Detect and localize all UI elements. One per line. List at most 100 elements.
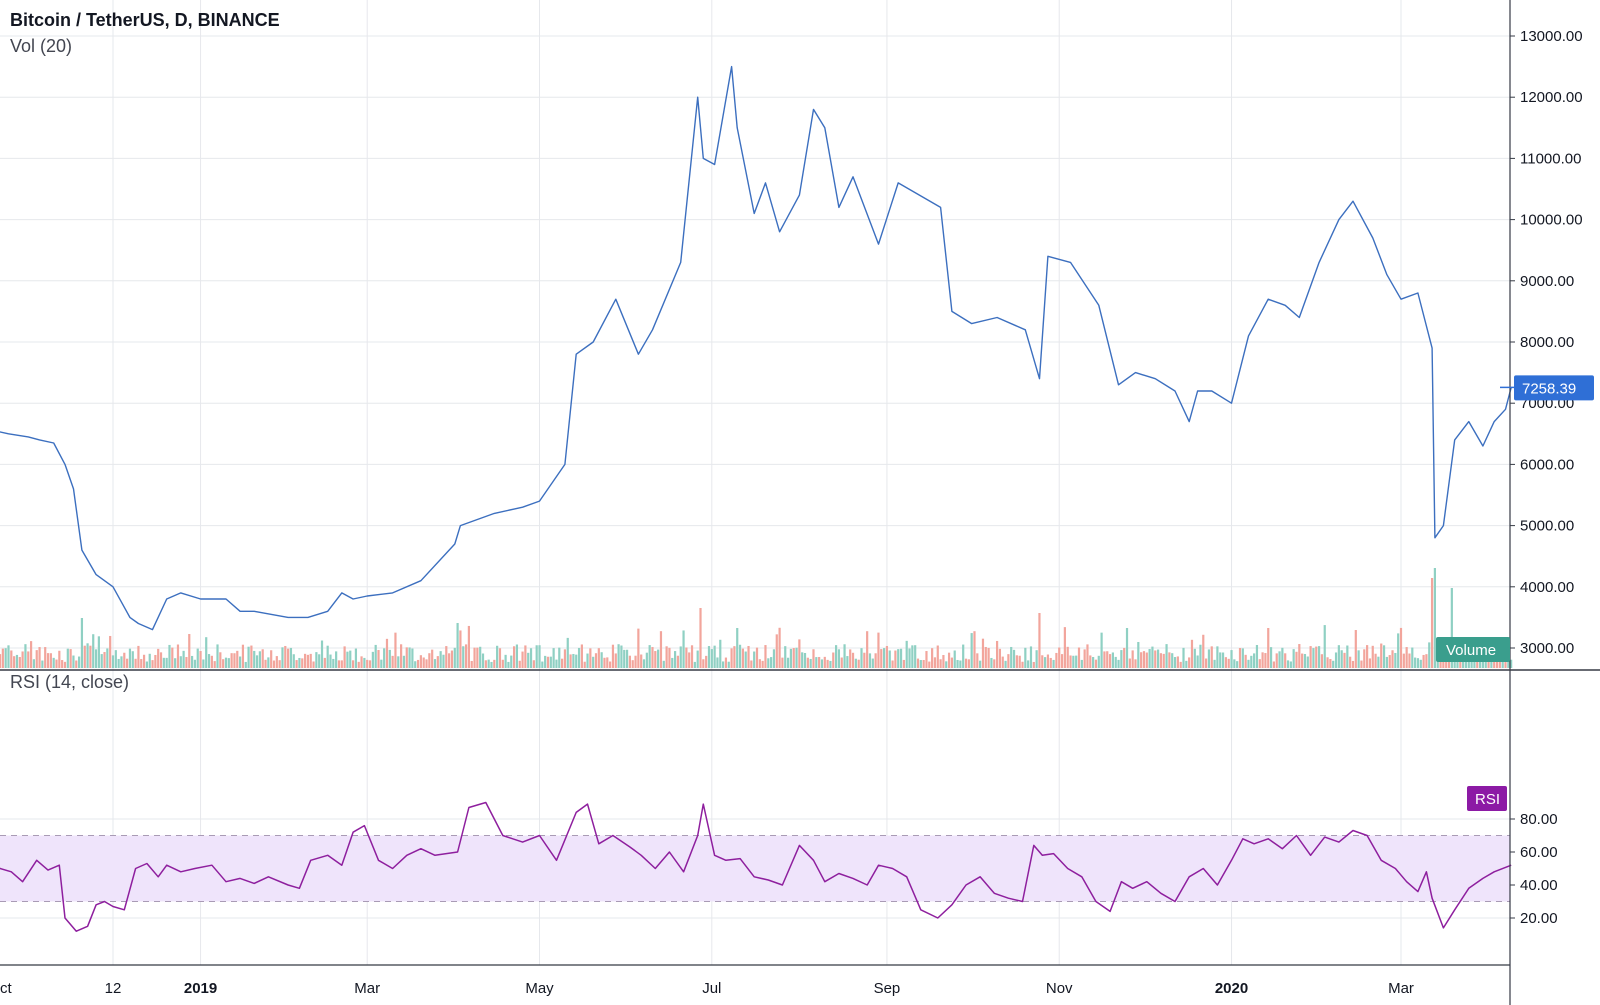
volume-bar (702, 659, 705, 668)
volume-bar (566, 637, 569, 668)
volume-bar (1154, 650, 1157, 668)
volume-bar (1188, 657, 1191, 668)
volume-bar (1416, 658, 1420, 668)
x-tick-label: Jul (702, 980, 721, 997)
volume-bar (264, 659, 267, 668)
volume-bar (1010, 646, 1013, 668)
volume-bar (851, 652, 855, 668)
volume-bar (493, 659, 496, 668)
volume-bar (510, 655, 513, 668)
volume-bar (1267, 628, 1270, 668)
volume-bar (205, 637, 208, 668)
volume-bar (190, 655, 194, 668)
volume-bar (224, 657, 228, 668)
x-tick-label: Mar (354, 980, 380, 997)
volume-bar (673, 651, 677, 668)
volume-bar (145, 661, 148, 668)
volume-bar (450, 650, 454, 668)
volume-bar (487, 659, 490, 668)
volume-bar (165, 657, 168, 668)
price-tick-label: 4000.00 (1520, 579, 1574, 596)
volume-bar (716, 657, 719, 668)
volume-bar (928, 661, 931, 668)
volume-bar (648, 645, 651, 668)
volume-bar (476, 647, 479, 668)
volume-bar (1089, 655, 1092, 668)
volume-bar (261, 649, 264, 668)
volume-bar (326, 645, 329, 668)
volume-bar (222, 659, 225, 668)
volume-bar (603, 657, 606, 668)
volume-bar (705, 655, 708, 668)
volume-bar (558, 647, 561, 668)
volume-bar (1210, 646, 1213, 668)
volume-bar (1221, 652, 1225, 668)
volume-bar (846, 656, 849, 668)
volume-bar (270, 650, 273, 668)
volume-bar (456, 623, 459, 668)
volume-bar (1298, 644, 1301, 668)
volume-bar (789, 648, 792, 668)
volume-bar (1309, 646, 1312, 668)
volume-bar (1394, 652, 1397, 668)
volume-bar (0, 654, 2, 668)
rsi-indicator-label[interactable]: RSI (14, close) (10, 672, 130, 692)
volume-bar (535, 645, 538, 668)
volume-bar (227, 658, 230, 668)
volume-bar (439, 651, 442, 668)
volume-bar (1077, 647, 1081, 668)
volume-bar (383, 648, 386, 668)
volume-bar (1196, 655, 1199, 668)
volume-bar (368, 660, 372, 668)
volume-bar (589, 648, 592, 668)
symbol-title[interactable]: Bitcoin / TetherUS, D, BINANCE (10, 10, 280, 30)
volume-bar (267, 657, 270, 668)
volume-bar (524, 645, 527, 668)
volume-bar (433, 659, 437, 668)
volume-bar (518, 660, 521, 668)
volume-bar (202, 659, 205, 668)
volume-bar (1123, 647, 1126, 668)
volume-bar (849, 649, 852, 668)
volume-bar (1052, 659, 1055, 668)
volume-bar (312, 661, 315, 668)
volume-bar (1374, 653, 1377, 668)
volume-bar (888, 650, 891, 668)
volume-indicator-label[interactable]: Vol (20) (10, 36, 73, 56)
volume-bar (753, 651, 756, 668)
volume-bar (100, 654, 103, 668)
volume-bar (1507, 659, 1510, 668)
volume-bar (880, 649, 883, 668)
volume-bar (722, 661, 725, 668)
volume-bar (936, 645, 939, 668)
volume-bar (1312, 648, 1315, 668)
volume-bar (179, 656, 182, 668)
volume-bar (1131, 650, 1134, 668)
volume-bar (1343, 652, 1346, 668)
volume-bar (640, 654, 643, 668)
volume-bar (699, 608, 702, 668)
volume-bar (41, 660, 44, 668)
last-price-value: 7258.39 (1522, 380, 1576, 397)
volume-bar (233, 653, 236, 668)
volume-bar (529, 648, 533, 668)
volume-bar (1247, 659, 1250, 668)
volume-bar (981, 638, 985, 668)
volume-bar (736, 628, 739, 668)
volume-bar (1213, 659, 1216, 668)
volume-bar (292, 654, 295, 668)
volume-bar (1012, 649, 1016, 668)
volume-bar (552, 648, 555, 668)
volume-bar (1202, 634, 1205, 668)
volume-bar (871, 658, 874, 668)
volume-bar (786, 657, 790, 668)
volume-bar (572, 653, 575, 668)
volume-bar (419, 655, 422, 668)
volume-bar (1354, 630, 1357, 668)
volume-bar (654, 651, 657, 668)
volume-bar (1001, 656, 1004, 668)
volume-bar (710, 649, 713, 668)
volume-bar (1501, 658, 1504, 668)
volume-bar (1405, 647, 1408, 668)
